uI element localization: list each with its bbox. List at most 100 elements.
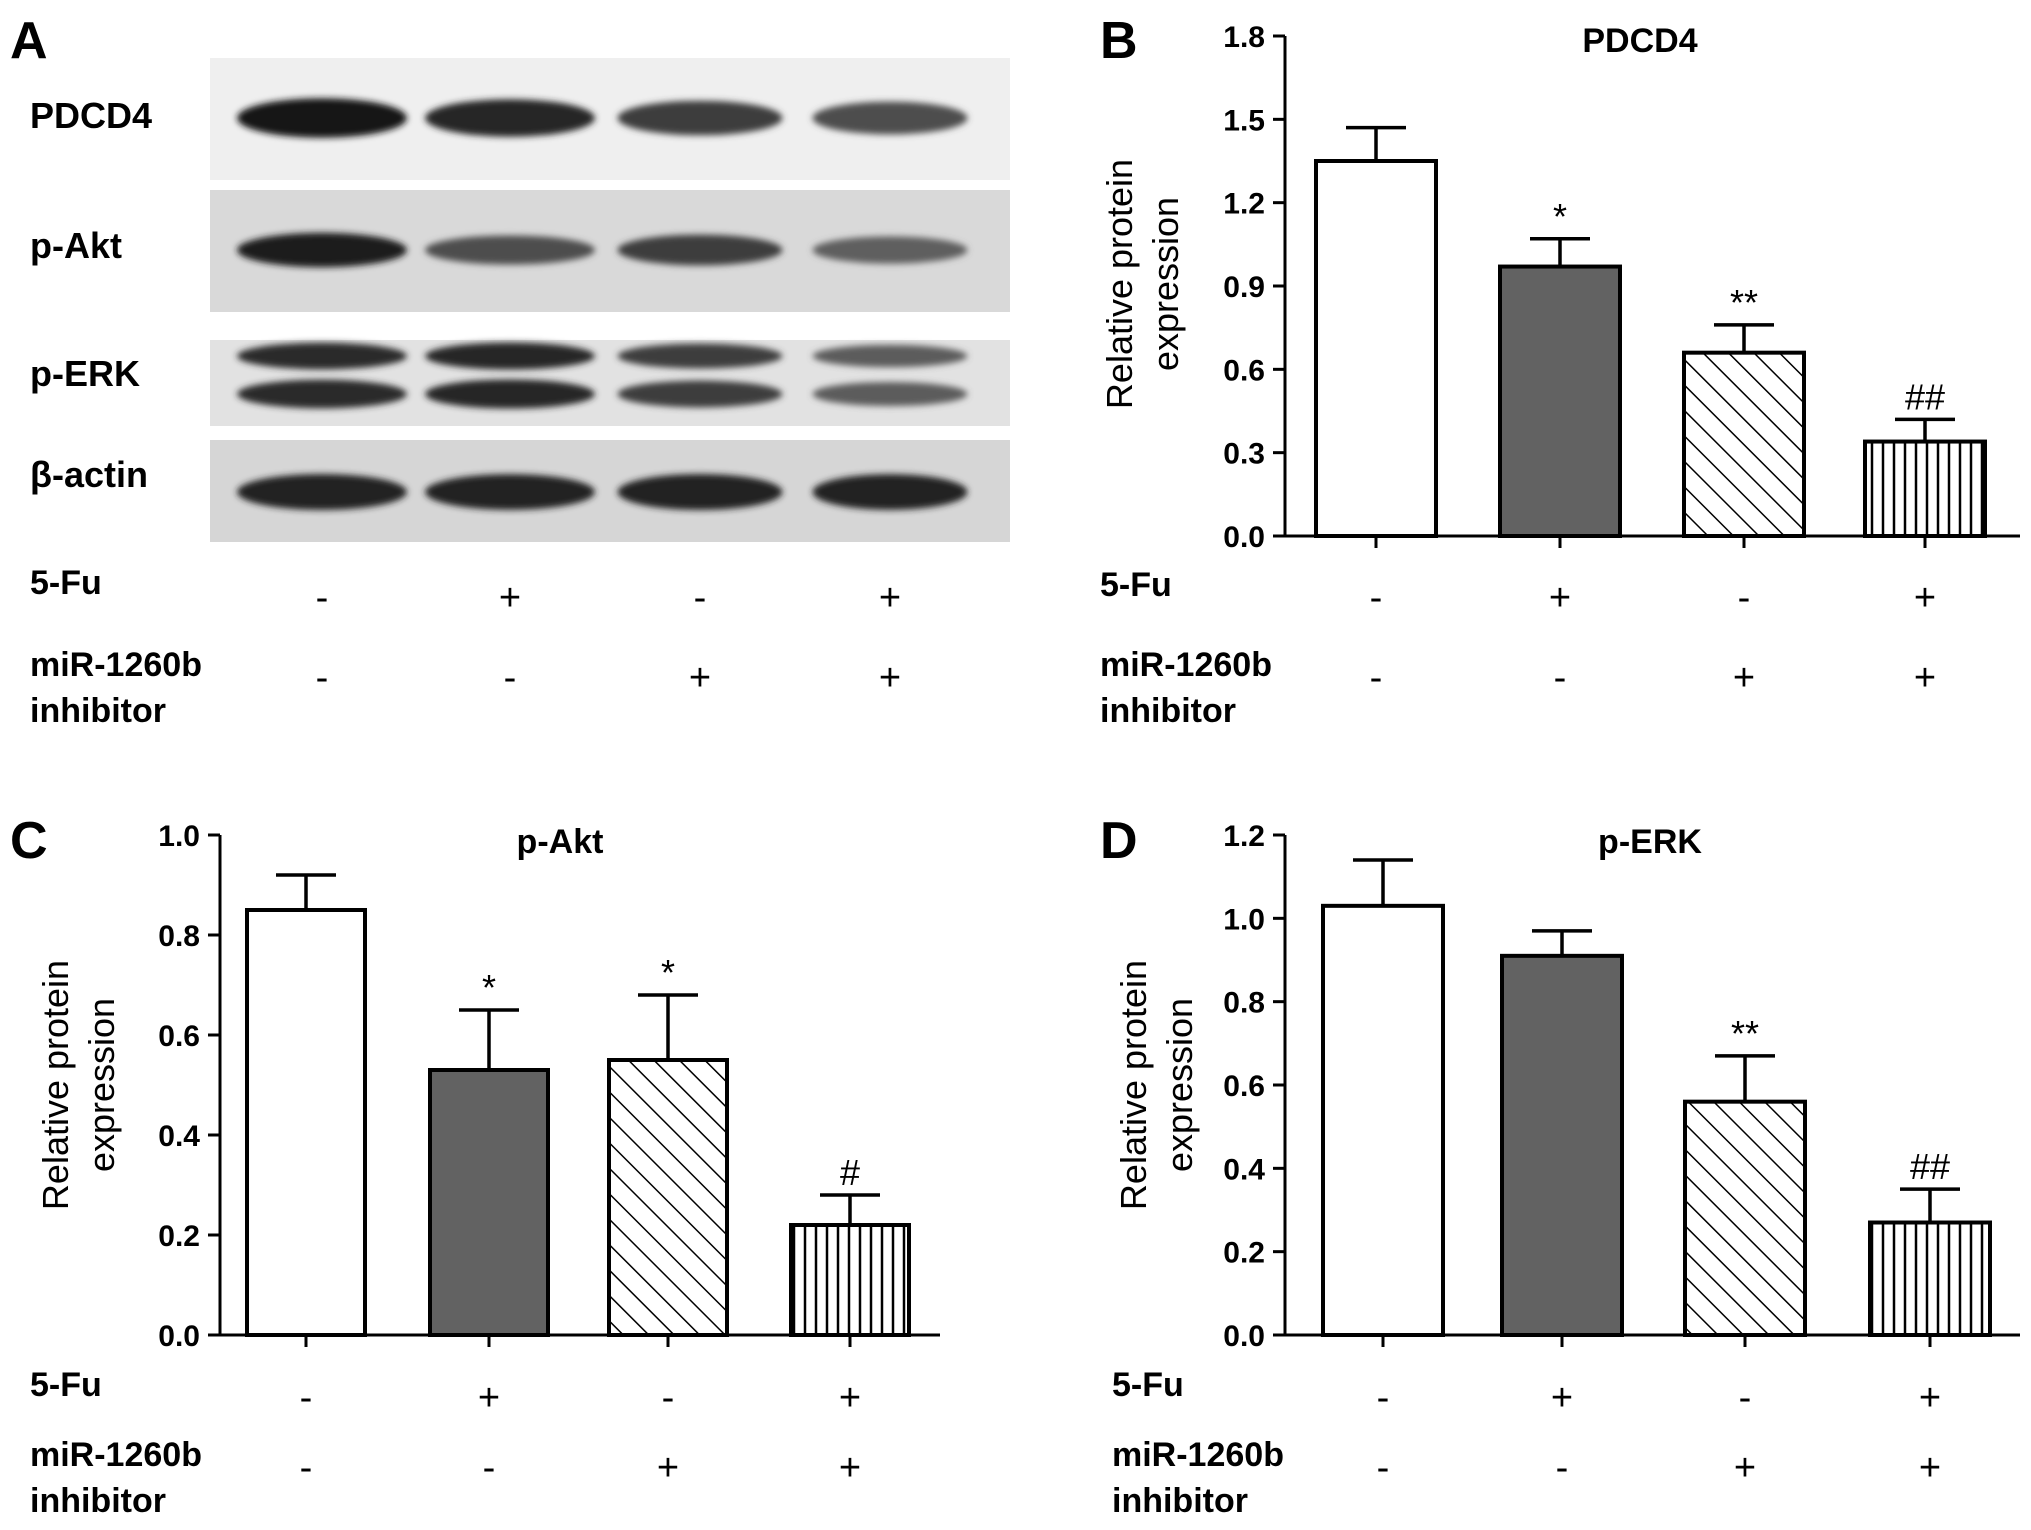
chart-title: p-ERK xyxy=(1598,823,1702,861)
blot-band xyxy=(617,100,783,136)
condition-sign: + xyxy=(1733,657,1755,699)
significance-annotation: * xyxy=(1553,196,1567,237)
bar xyxy=(1314,159,1438,538)
condition-sign: + xyxy=(1551,1377,1573,1419)
blot-band xyxy=(812,236,968,264)
blot-row-label: PDCD4 xyxy=(30,95,152,136)
condition-sign: - xyxy=(1554,657,1567,699)
condition-sign: + xyxy=(879,657,901,699)
condition-label-5fu: 5-Fu xyxy=(1100,566,1172,604)
condition-sign: + xyxy=(1919,1377,1941,1419)
y-axis-label-line2: expression xyxy=(1145,197,1186,371)
panel-b-pdcd4-chart: B PDCD4 Relative protein expression 0.0 0.3 0.… xyxy=(1099,12,2020,730)
bar xyxy=(1683,1099,1807,1337)
condition-label-5fu: 5-Fu xyxy=(1112,1366,1184,1404)
bar xyxy=(1863,439,1987,538)
y-axis-label-line1: Relative protein xyxy=(1113,960,1154,1210)
condition-sign: - xyxy=(300,1447,313,1489)
y-tick-label: 1.8 xyxy=(1223,21,1265,54)
y-tick-label: 0.0 xyxy=(1223,1320,1265,1353)
panel-letter: D xyxy=(1100,812,1138,870)
y-tick-label: 0.2 xyxy=(1223,1237,1265,1270)
condition-sign: + xyxy=(839,1447,861,1489)
bar xyxy=(1500,953,1624,1337)
condition-sign: - xyxy=(1370,657,1383,699)
y-tick-label: 1.2 xyxy=(1223,820,1265,853)
bar xyxy=(1321,903,1445,1337)
bar xyxy=(789,1223,911,1337)
condition-sign: + xyxy=(478,1377,500,1419)
bar xyxy=(1498,264,1622,538)
blot-band xyxy=(812,344,968,368)
blot-band xyxy=(425,342,595,370)
condition-label-5fu: 5-Fu xyxy=(30,564,102,602)
panel-letter-a: A xyxy=(10,12,48,70)
condition-sign: - xyxy=(1556,1447,1569,1489)
y-tick-label: 0.6 xyxy=(1223,1070,1265,1103)
condition-sign: + xyxy=(879,577,901,619)
significance-annotation: * xyxy=(661,952,675,993)
bar xyxy=(428,1068,550,1337)
y-axis-label-line2: expression xyxy=(81,998,122,1172)
condition-label-mir: miR-1260b xyxy=(1100,646,1272,684)
significance-annotation: ## xyxy=(1910,1146,1950,1187)
blot-row-labels: PDCD4 p-Akt p-ERK β-actin xyxy=(30,95,152,495)
blot-row-label: p-ERK xyxy=(30,353,140,394)
condition-label-5fu: 5-Fu xyxy=(30,1366,102,1404)
chart-title: p-Akt xyxy=(517,823,604,861)
condition-label-inhibitor: inhibitor xyxy=(30,692,166,730)
panel-a-western-blot: A PDCD4 p-Akt p-ERK β-actin 5-Fu miR-1260b in… xyxy=(10,12,1010,730)
blot-band xyxy=(617,343,783,369)
blot-band xyxy=(812,101,968,135)
condition-sign: - xyxy=(300,1377,313,1419)
blot-band xyxy=(237,379,407,409)
blot-strips xyxy=(210,58,1010,542)
y-tick-label: 0.8 xyxy=(1223,987,1265,1020)
condition-label-inhibitor: inhibitor xyxy=(1100,692,1236,730)
condition-label-inhibitor: inhibitor xyxy=(1112,1482,1248,1520)
y-axis-label-line1: Relative protein xyxy=(35,960,76,1210)
y-tick-label: 0.9 xyxy=(1223,271,1265,304)
condition-sign: - xyxy=(662,1377,675,1419)
blot-band xyxy=(237,473,407,511)
condition-sign: - xyxy=(1377,1447,1390,1489)
condition-sign: + xyxy=(657,1447,679,1489)
y-tick-label: 0.8 xyxy=(158,920,200,953)
y-tick-label: 0.4 xyxy=(1223,1153,1265,1186)
y-tick-label: 0.0 xyxy=(1223,521,1265,554)
blot-band xyxy=(617,380,783,408)
condition-sign: - xyxy=(1738,577,1751,619)
y-tick-label: 1.5 xyxy=(1223,104,1265,137)
condition-sign: + xyxy=(1914,657,1936,699)
y-axis-label-line1: Relative protein xyxy=(1099,159,1140,409)
panel-letter: C xyxy=(10,812,48,870)
condition-sign: - xyxy=(694,577,707,619)
condition-label-inhibitor: inhibitor xyxy=(30,1482,166,1520)
y-tick-label: 1.0 xyxy=(1223,903,1265,936)
condition-sign: + xyxy=(1734,1447,1756,1489)
y-tick-label: 0.6 xyxy=(1223,354,1265,387)
condition-label-mir: miR-1260b xyxy=(30,646,202,684)
blot-band xyxy=(812,474,968,510)
condition-sign: - xyxy=(316,577,329,619)
blot-condition-table: 5-Fu miR-1260b inhibitor - + - + - - + + xyxy=(30,564,901,730)
significance-annotation: # xyxy=(840,1152,860,1193)
significance-annotation: ** xyxy=(1730,282,1758,323)
y-axis-label-line2: expression xyxy=(1159,998,1200,1172)
blot-band xyxy=(812,381,968,407)
condition-sign: - xyxy=(1739,1377,1752,1419)
condition-sign: - xyxy=(316,657,329,699)
condition-sign: - xyxy=(504,657,517,699)
condition-sign: - xyxy=(483,1447,496,1489)
condition-label-mir: miR-1260b xyxy=(1112,1436,1284,1474)
blot-band xyxy=(425,99,595,137)
condition-label-mir: miR-1260b xyxy=(30,1436,202,1474)
panel-letter: B xyxy=(1100,12,1138,70)
blot-band xyxy=(237,98,407,138)
bar xyxy=(1682,350,1806,538)
y-tick-label: 0.0 xyxy=(158,1320,200,1353)
y-tick-label: 1.0 xyxy=(158,820,200,853)
condition-sign: + xyxy=(839,1377,861,1419)
significance-annotation: ## xyxy=(1905,376,1945,417)
